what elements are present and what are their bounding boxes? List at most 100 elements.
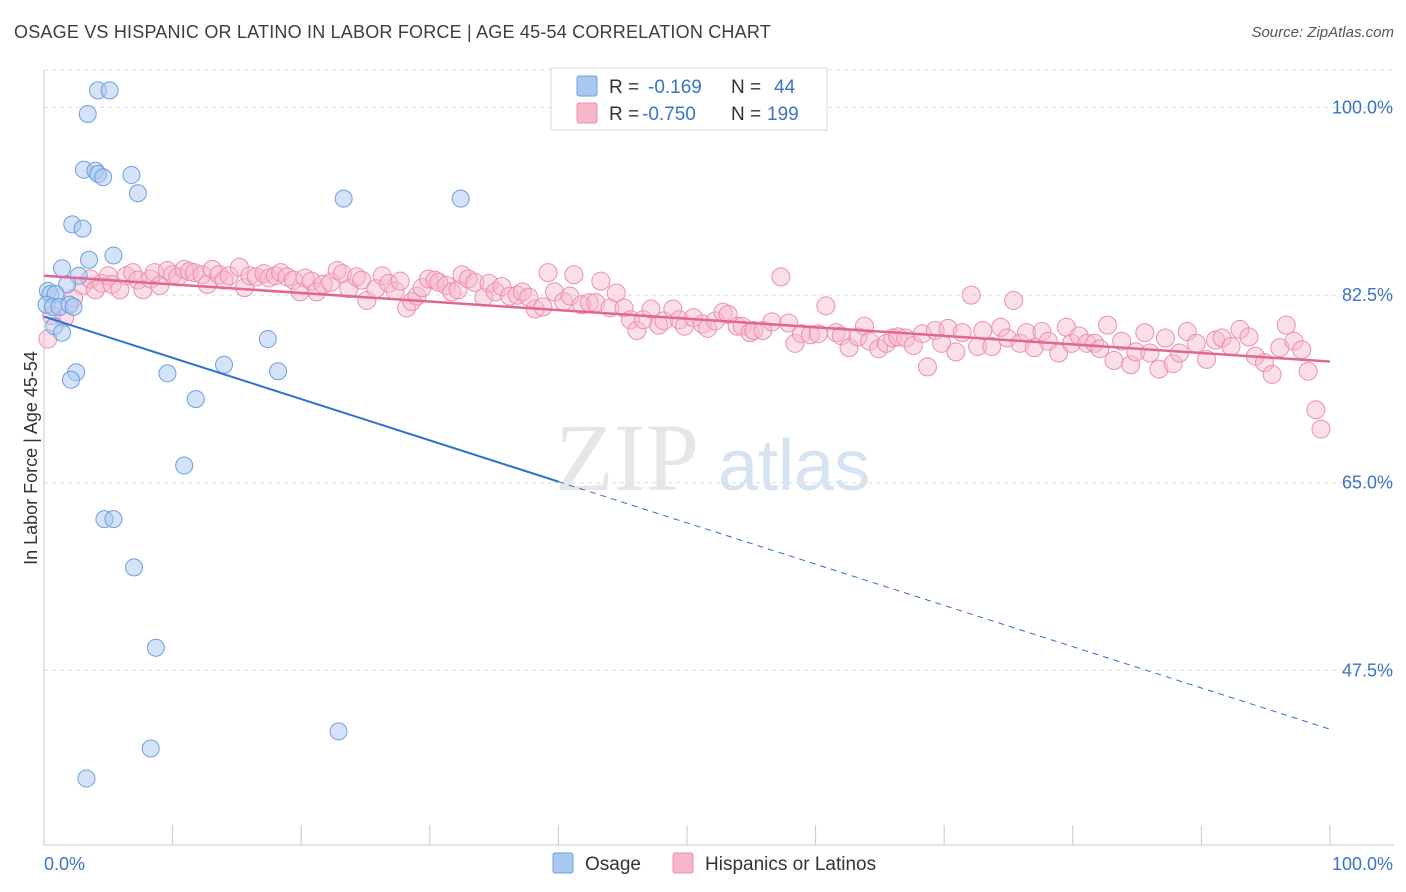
osage-points: [37, 81, 470, 788]
hispanic-point: [1090, 339, 1110, 359]
hispanic-point: [327, 260, 347, 280]
legend: R = -0.169 N = 44 R = -0.750 N = 199: [550, 67, 828, 131]
hispanic-point: [1155, 328, 1175, 348]
hispanic-point: [917, 357, 937, 377]
x-ticks: [43, 825, 1331, 845]
hispanic-point: [627, 320, 647, 340]
hispanic-point: [1032, 322, 1052, 342]
hispanic-point: [379, 273, 399, 293]
y-tick-labels: 100.0% 82.5% 65.0% 47.5%: [1332, 98, 1393, 681]
hispanic-point: [997, 328, 1017, 348]
hispanic-point: [500, 286, 520, 306]
osage-point: [104, 510, 123, 529]
hispanic-point: [961, 285, 981, 305]
bottom-legend-osage-swatch: [552, 852, 574, 874]
hispanic-point: [762, 312, 782, 332]
hispanic-point: [519, 287, 539, 307]
hispanic-point: [1104, 350, 1124, 370]
osage-point: [128, 184, 147, 203]
hispanic-point: [507, 285, 527, 305]
hispanic-point: [150, 275, 170, 295]
hispanic-point: [1163, 354, 1183, 374]
hispanic-point: [1197, 349, 1217, 369]
osage-point: [73, 219, 92, 238]
hispanic-point: [437, 275, 457, 295]
hispanic-point: [1140, 343, 1160, 363]
hispanic-point: [485, 282, 505, 302]
osage-point: [175, 456, 194, 475]
hispanic-point: [952, 323, 972, 343]
hispanic-point: [492, 277, 512, 297]
hispanic-point: [991, 317, 1011, 337]
bottom-legend-osage-label: Osage: [585, 854, 641, 875]
hispanic-point: [512, 282, 532, 302]
hispanic-point: [1121, 355, 1141, 375]
hispanic-point: [1298, 361, 1318, 381]
hispanic-point: [946, 342, 966, 362]
hispanic-point: [209, 265, 229, 285]
hispanic-point: [591, 271, 611, 291]
osage-point: [53, 323, 72, 342]
hispanic-point: [192, 265, 212, 285]
hispanic-point: [982, 337, 1002, 357]
osage-point: [141, 739, 160, 758]
axes: [43, 70, 1394, 846]
hispanic-point: [1292, 340, 1312, 360]
hispanic-point: [372, 266, 392, 286]
legend-osage-n-value: 44: [774, 77, 796, 98]
bottom-legend-hisp-swatch: [672, 852, 694, 874]
legend-hisp-n-value: 199: [767, 104, 799, 125]
legend-osage-r-value: -0.169: [648, 77, 702, 98]
legend-osage-r-label: R =: [609, 77, 639, 98]
hispanic-point: [641, 299, 661, 319]
y-tick-label: 65.0%: [1342, 473, 1393, 493]
x-tick-label: 0.0%: [44, 854, 85, 874]
hispanic-point: [1010, 333, 1030, 353]
hispanic-point: [1186, 333, 1206, 353]
hispanic-point: [448, 280, 468, 300]
hispanic-point: [1135, 323, 1155, 343]
hispanic-point: [848, 327, 868, 347]
hispanic-point: [184, 263, 204, 283]
hispanic-point: [429, 272, 449, 292]
hispanic-point: [1306, 400, 1326, 420]
osage-point: [58, 275, 77, 294]
osage-point: [94, 168, 113, 187]
x-tick-labels: 0.0% 100.0%: [44, 854, 1393, 874]
legend-hisp-n-label: N =: [731, 104, 761, 125]
gridlines: [44, 69, 1394, 671]
hispanic-point: [564, 265, 584, 285]
source-credit: Source: ZipAtlas.com: [1251, 24, 1394, 41]
hispanic-point: [538, 263, 558, 283]
hispanic-point: [572, 295, 592, 315]
osage-point: [100, 81, 119, 100]
hispanic-point: [1098, 315, 1118, 335]
osage-trend-line: [43, 315, 559, 483]
osage-point: [80, 250, 99, 269]
y-tick-label: 82.5%: [1342, 285, 1393, 305]
osage-point: [122, 166, 141, 185]
legend-hisp-swatch: [576, 102, 598, 124]
watermark-zip: ZIP: [555, 404, 699, 511]
hispanic-point: [785, 333, 805, 353]
osage-point: [334, 189, 353, 208]
osage-point: [53, 259, 72, 278]
hispanic-point: [465, 272, 485, 292]
legend-osage-n-label: N =: [731, 77, 761, 98]
hispanic-point: [779, 313, 799, 333]
osage-point: [215, 355, 234, 374]
hispanic-point: [240, 266, 260, 286]
y-tick-label: 47.5%: [1342, 660, 1393, 680]
hispanic-point: [1311, 419, 1331, 439]
hispanic-point: [614, 298, 634, 318]
hispanic-point: [606, 283, 626, 303]
osage-point: [125, 558, 144, 577]
bottom-legend: Osage Hispanics or Latinos: [552, 852, 876, 875]
osage-point: [258, 330, 277, 349]
hispanic-point: [771, 267, 791, 287]
osage-point: [78, 104, 97, 123]
hispanic-point: [1239, 327, 1259, 347]
hispanic-trend-line: [43, 274, 1331, 363]
hispanic-point: [419, 269, 439, 289]
